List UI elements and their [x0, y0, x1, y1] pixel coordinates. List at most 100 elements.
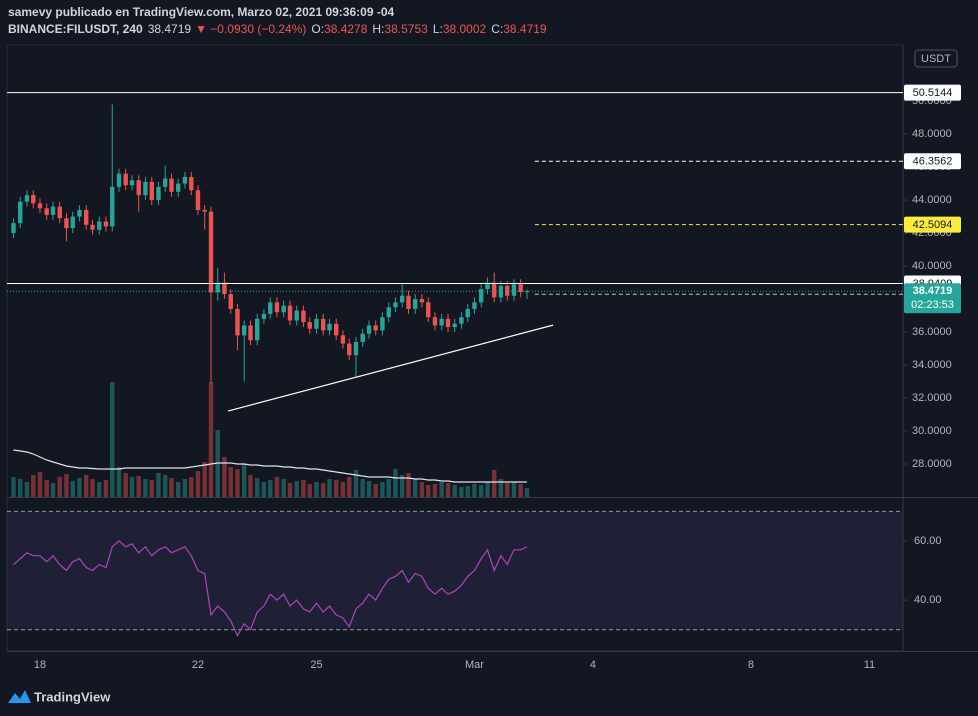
volume-bar [347, 477, 352, 497]
volume-bar [353, 470, 359, 497]
candle-body [189, 176, 194, 191]
trendline [227, 324, 554, 412]
y-tick-label: 40.0000 [912, 260, 952, 272]
candle-body [439, 318, 444, 326]
volume-bar [176, 482, 181, 497]
candle-body [386, 307, 391, 318]
x-tick-label: Mar [465, 659, 484, 671]
candle-body [518, 284, 523, 292]
candle-body [498, 285, 504, 298]
volume-bar [478, 485, 484, 497]
price-label-box [904, 216, 961, 233]
volume-bar [426, 485, 431, 497]
candle-body [182, 176, 188, 184]
volume-bar [129, 477, 135, 497]
volume-bar [472, 484, 477, 497]
volume-bar [136, 476, 141, 497]
symbol: BINANCE:FILUSDT, 240 [8, 22, 143, 36]
candle-body [360, 333, 365, 342]
ohlc-value: 38.4278 [324, 22, 368, 36]
candle-body [307, 322, 312, 329]
candle-body [129, 180, 135, 186]
rsi-tick-label: 40.00 [914, 594, 942, 606]
x-tick-label: 25 [310, 659, 322, 671]
price-label: 42.5094 [913, 219, 953, 231]
candle-body [255, 318, 260, 341]
title: samevy publicado en TradingView.com, Mar… [8, 5, 394, 19]
candle-body [228, 294, 233, 309]
ohlc-label: O: [311, 22, 324, 36]
volume-bar [386, 479, 391, 497]
volume-bar [149, 480, 154, 497]
ohlc-value: 38.0002 [443, 22, 487, 36]
volume-bar [116, 467, 122, 497]
candle-body [294, 310, 299, 321]
volume-bar [189, 477, 194, 497]
candle-body [57, 206, 62, 219]
candle-body [327, 323, 332, 331]
candle-body [77, 209, 82, 217]
symbol-line: BINANCE:FILUSDT, 240 38.4719 ▼ −0.0930 (−0… [8, 22, 547, 36]
candle-body [143, 181, 148, 196]
current-price-label: 38.4719 [913, 285, 953, 297]
volume-bar [366, 481, 372, 497]
candle-body [222, 282, 227, 295]
candle-body [314, 318, 319, 329]
y-tick-label: 44.0000 [912, 194, 952, 206]
volume-bar [518, 484, 523, 497]
candle-body [347, 343, 352, 356]
candle-body [340, 335, 346, 344]
candle-body [241, 325, 247, 336]
candle-body [406, 295, 411, 309]
candle-body [393, 302, 398, 308]
volume-bar [287, 483, 293, 497]
volume-bar [524, 488, 530, 497]
logo-icon [8, 690, 31, 703]
ohlc-label: C: [491, 22, 503, 36]
y-tick-label: 32.0000 [912, 392, 952, 404]
volume-bar [380, 482, 385, 497]
volume-bar [492, 470, 497, 497]
x-tick-label: 11 [864, 659, 875, 671]
volume-bar [255, 478, 260, 497]
volume-bar [70, 481, 75, 497]
candle-body [97, 221, 102, 230]
candle-body [248, 325, 253, 341]
volume-bar [498, 479, 504, 497]
volume-bar [228, 467, 233, 497]
candle-body [136, 180, 141, 196]
candle-body [459, 317, 464, 324]
volume-bar [419, 482, 425, 497]
volume-bar [406, 473, 411, 497]
y-tick-label: 48.0000 [912, 128, 952, 140]
candle-body [83, 209, 89, 225]
candle-body [380, 317, 385, 331]
candle-body [465, 308, 470, 318]
candle-body [24, 195, 30, 202]
volume-bar [452, 485, 457, 497]
candle-body [110, 186, 115, 227]
x-tick-label: 8 [748, 659, 754, 671]
price-label-box [904, 153, 961, 170]
x-tick-label: 4 [590, 659, 596, 671]
candle-body [208, 211, 214, 293]
volume-bar [64, 474, 69, 497]
volume-bar [37, 472, 43, 497]
price-label: 46.3562 [913, 156, 953, 168]
volume-bar [432, 484, 438, 497]
volume-bar [123, 473, 128, 497]
volume-bar [110, 382, 115, 497]
volume-bar [485, 482, 490, 497]
y-tick-label: 30.0000 [912, 425, 952, 437]
candle-body [432, 317, 438, 326]
candle-body [445, 318, 451, 328]
volume-bar [307, 484, 312, 497]
rsi-band [7, 511, 903, 630]
candle-body [90, 224, 95, 230]
volume-bar [281, 479, 286, 497]
volume-bar [505, 483, 510, 497]
candle-body [11, 223, 16, 234]
volume-bar [24, 482, 30, 497]
currency: USDT [921, 53, 951, 65]
